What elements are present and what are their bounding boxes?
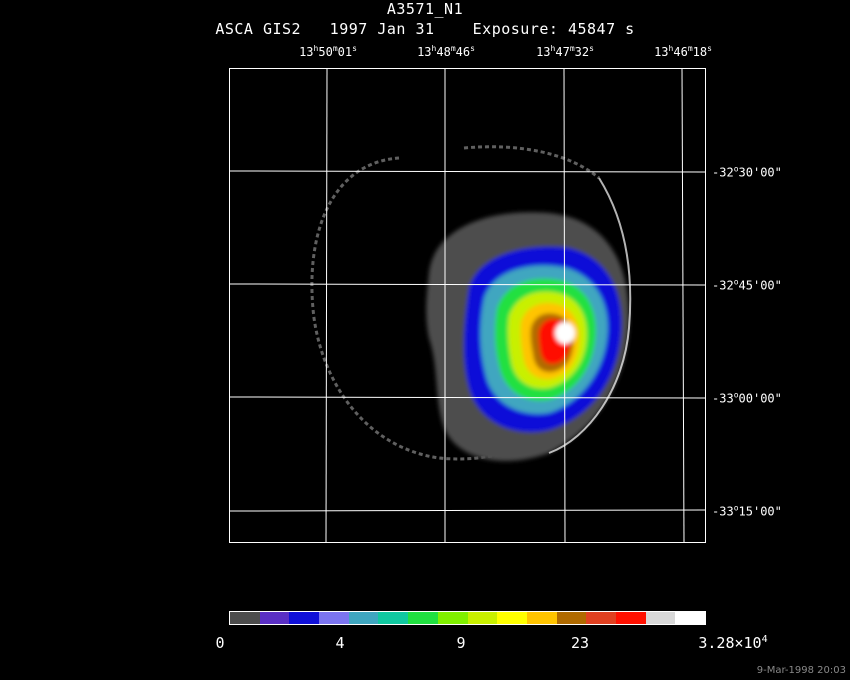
colorbar-segment	[556, 612, 587, 624]
colorbar-segment	[497, 612, 527, 624]
colorbar-segment	[259, 612, 290, 624]
colorbar-segment	[319, 612, 349, 624]
colorbar-segment	[526, 612, 557, 624]
colorbar-label-max: 3.28×104	[698, 634, 768, 652]
colorbar-segment	[408, 612, 438, 624]
image-title: A3571_N1	[386, 0, 464, 18]
colorbar-segment	[289, 612, 320, 624]
colorbar-label: 0	[215, 634, 225, 652]
image-subtitle: ASCA GIS2 1997 Jan 31 Exposure: 45847 s	[215, 20, 635, 38]
dec-tick-label: -33o00'00"	[712, 390, 782, 406]
colorbar-segment	[615, 612, 646, 624]
xray-image-panel	[229, 68, 706, 543]
dec-tick-label: -32o30'00"	[712, 164, 782, 180]
colorbar-segment	[675, 612, 705, 624]
colorbar-segment	[348, 612, 379, 624]
detector-ring	[310, 145, 600, 461]
colorbar-segment	[230, 612, 260, 624]
colorbar-segment	[378, 612, 409, 624]
colorbar-segment	[586, 612, 616, 624]
coordinate-grid	[229, 68, 706, 543]
colorbar-segment	[467, 612, 498, 624]
ra-tick-label: 13h47m32s	[536, 44, 594, 59]
colorbar-segment	[645, 612, 676, 624]
ra-tick-label: 13h50m01s	[299, 44, 357, 59]
plot-frame	[229, 68, 706, 543]
colorbar	[229, 611, 706, 625]
ra-tick-label: 13h46m18s	[654, 44, 712, 59]
datestamp: 9-Mar-1998 20:03	[756, 665, 846, 676]
dec-tick-label: -33o15'00"	[712, 503, 782, 519]
colorbar-segment	[437, 612, 468, 624]
colorbar-label: 9	[456, 634, 466, 652]
ra-tick-label: 13h48m46s	[417, 44, 475, 59]
colorbar-label: 23	[570, 634, 590, 652]
colorbar-label: 4	[335, 634, 345, 652]
dec-tick-label: -32o45'00"	[712, 277, 782, 293]
